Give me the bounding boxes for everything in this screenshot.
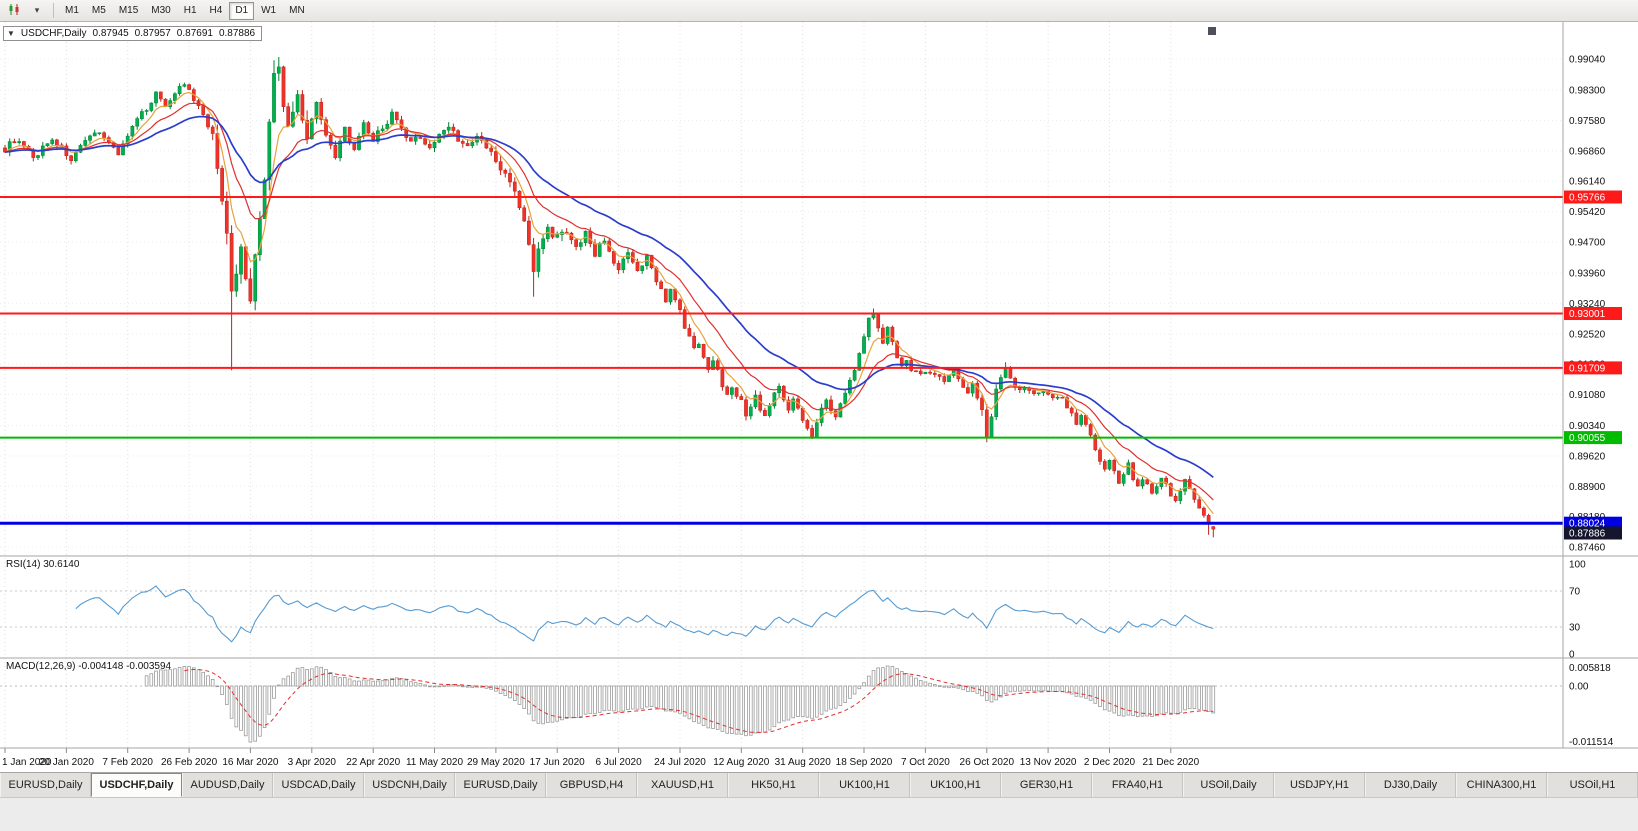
svg-text:0.88900: 0.88900 [1569, 482, 1606, 493]
svg-text:0.93240: 0.93240 [1569, 299, 1606, 310]
svg-text:0: 0 [1569, 650, 1575, 661]
bottom-tab-uk100-h1[interactable]: UK100,H1 [910, 773, 1001, 797]
svg-text:24 Jul 2020: 24 Jul 2020 [654, 757, 706, 768]
svg-text:0.90340: 0.90340 [1569, 421, 1606, 432]
tf-button-w1[interactable]: W1 [255, 2, 282, 20]
svg-text:0.98300: 0.98300 [1569, 86, 1606, 97]
bottom-tab-audusd-daily[interactable]: AUDUSD,Daily [182, 773, 273, 797]
svg-text:0.89620: 0.89620 [1569, 452, 1606, 463]
bottom-tab-usdcad-daily[interactable]: USDCAD,Daily [273, 773, 364, 797]
svg-text:6 Jul 2020: 6 Jul 2020 [596, 757, 643, 768]
svg-text:11 May 2020: 11 May 2020 [406, 757, 464, 768]
toolbar-separator [53, 3, 54, 18]
svg-text:26 Oct 2020: 26 Oct 2020 [960, 757, 1015, 768]
bottom-tab-usdjpy-h1[interactable]: USDJPY,H1 [1274, 773, 1365, 797]
svg-text:7 Feb 2020: 7 Feb 2020 [102, 757, 153, 768]
svg-text:22 Apr 2020: 22 Apr 2020 [346, 757, 400, 768]
bottom-tab-fra40-h1[interactable]: FRA40,H1 [1092, 773, 1183, 797]
bottom-tab-dj30-daily[interactable]: DJ30,Daily [1365, 773, 1456, 797]
tf-button-m1[interactable]: M1 [59, 2, 85, 20]
status-strip [0, 797, 1638, 831]
svg-text:70: 70 [1569, 587, 1581, 598]
svg-text:17 Jun 2020: 17 Jun 2020 [530, 757, 585, 768]
svg-text:29 May 2020: 29 May 2020 [467, 757, 525, 768]
chart-canvas[interactable]: 0.99040 0.98300 0.97580 0.96860 0.96140 0.954… [0, 22, 1638, 772]
price-axis[interactable] [1563, 22, 1638, 748]
time-axis[interactable] [0, 748, 1563, 772]
symbol-title: USDCHF,Daily [20, 28, 87, 39]
svg-text:2 Dec 2020: 2 Dec 2020 [1084, 757, 1136, 768]
chart-type-dropdown-button[interactable]: ▾ [26, 2, 48, 20]
svg-text:0.87886: 0.87886 [1569, 529, 1606, 540]
svg-text:0.00: 0.00 [1569, 682, 1589, 693]
ohlc-high: 0.87957 [134, 28, 171, 39]
rsi-panel-title: RSI(14) 30.6140 [6, 559, 80, 570]
bottom-tab-usdcnh-daily[interactable]: USDCNH,Daily [364, 773, 455, 797]
tf-button-d1[interactable]: D1 [229, 1, 255, 20]
svg-text:18 Sep 2020: 18 Sep 2020 [836, 757, 893, 768]
symbol-info-box: ▼ USDCHF,Daily 0.87945 0.87957 0.87691 0… [3, 26, 263, 41]
svg-text:0.005818: 0.005818 [1569, 663, 1611, 674]
bottom-tab-uk100-h1[interactable]: UK100,H1 [819, 773, 910, 797]
tf-button-mn[interactable]: MN [283, 2, 311, 20]
bottom-tab-ger30-h1[interactable]: GER30,H1 [1001, 773, 1092, 797]
svg-text:0.91709: 0.91709 [1569, 363, 1606, 374]
tf-button-h1[interactable]: H1 [178, 2, 203, 20]
svg-text:16 Mar 2020: 16 Mar 2020 [222, 757, 279, 768]
svg-text:3 Apr 2020: 3 Apr 2020 [288, 757, 337, 768]
svg-text:0.97580: 0.97580 [1569, 116, 1606, 127]
svg-text:0.93960: 0.93960 [1569, 269, 1606, 280]
svg-text:13 Nov 2020: 13 Nov 2020 [1020, 757, 1077, 768]
svg-text:7 Oct 2020: 7 Oct 2020 [901, 757, 950, 768]
bottom-tab-gbpusd-h4[interactable]: GBPUSD,H4 [546, 773, 637, 797]
bottom-tab-usoil-h1[interactable]: USOil,H1 [1547, 773, 1638, 797]
macd-panel-title: MACD(12,26,9) -0.004148 -0.003594 [6, 661, 172, 672]
svg-text:0.94700: 0.94700 [1569, 237, 1606, 248]
one-click-collapse-icon[interactable]: ▼ [7, 29, 15, 38]
tf-button-m15[interactable]: M15 [113, 2, 144, 20]
bottom-tab-xauusd-h1[interactable]: XAUUSD,H1 [637, 773, 728, 797]
caret-down-icon: ▾ [34, 5, 40, 15]
svg-text:0.96140: 0.96140 [1569, 177, 1606, 188]
svg-text:0.95766: 0.95766 [1569, 193, 1606, 204]
top-toolbar: ▾ M1 M5 M15 M30 H1 H4 D1 W1 MN [0, 0, 1638, 22]
bottom-tab-eurusd-daily[interactable]: EURUSD,Daily [0, 773, 91, 797]
svg-text:0.92520: 0.92520 [1569, 329, 1606, 340]
svg-text:1 Jan 2020: 1 Jan 2020 [2, 757, 52, 768]
chart-type-button[interactable] [3, 2, 25, 20]
svg-text:20 Jan 2020: 20 Jan 2020 [39, 757, 94, 768]
chart-tab-bar: EURUSD,Daily USDCHF,Daily AUDUSD,Daily USDC… [0, 772, 1638, 797]
ohlc-open: 0.87945 [92, 28, 129, 39]
svg-text:26 Feb 2020: 26 Feb 2020 [161, 757, 218, 768]
ohlc-low: 0.87691 [176, 28, 213, 39]
svg-text:21 Dec 2020: 21 Dec 2020 [1142, 757, 1199, 768]
bottom-tab-hk50-h1[interactable]: HK50,H1 [728, 773, 819, 797]
ohlc-close: 0.87886 [218, 28, 256, 39]
svg-text:0.88024: 0.88024 [1569, 519, 1606, 530]
svg-text:-0.011514: -0.011514 [1569, 737, 1614, 748]
svg-text:0.96860: 0.96860 [1569, 146, 1606, 157]
tf-button-h4[interactable]: H4 [204, 2, 229, 20]
tf-button-m30[interactable]: M30 [145, 2, 176, 20]
svg-text:100: 100 [1569, 560, 1586, 571]
svg-text:30: 30 [1569, 623, 1581, 634]
chart-window: 0.99040 0.98300 0.97580 0.96860 0.96140 0.954… [0, 22, 1638, 772]
svg-text:0.93001: 0.93001 [1569, 309, 1606, 320]
svg-text:0.99040: 0.99040 [1569, 55, 1606, 66]
svg-text:12 Aug 2020: 12 Aug 2020 [713, 757, 770, 768]
candlestick-chart-icon [8, 3, 21, 18]
svg-text:0.87460: 0.87460 [1569, 543, 1606, 554]
svg-text:31 Aug 2020: 31 Aug 2020 [775, 757, 832, 768]
bottom-tab-usdchf-daily[interactable]: USDCHF,Daily [91, 773, 182, 797]
svg-text:0.95420: 0.95420 [1569, 207, 1606, 218]
bottom-tab-china300-h1[interactable]: CHINA300,H1 [1456, 773, 1547, 797]
svg-text:0.91080: 0.91080 [1569, 390, 1606, 401]
bottom-tab-usoil-daily[interactable]: USOil,Daily [1183, 773, 1274, 797]
tf-button-m5[interactable]: M5 [86, 2, 112, 20]
svg-text:0.90055: 0.90055 [1569, 433, 1606, 444]
bottom-tab-eurusd-daily[interactable]: EURUSD,Daily [455, 773, 546, 797]
